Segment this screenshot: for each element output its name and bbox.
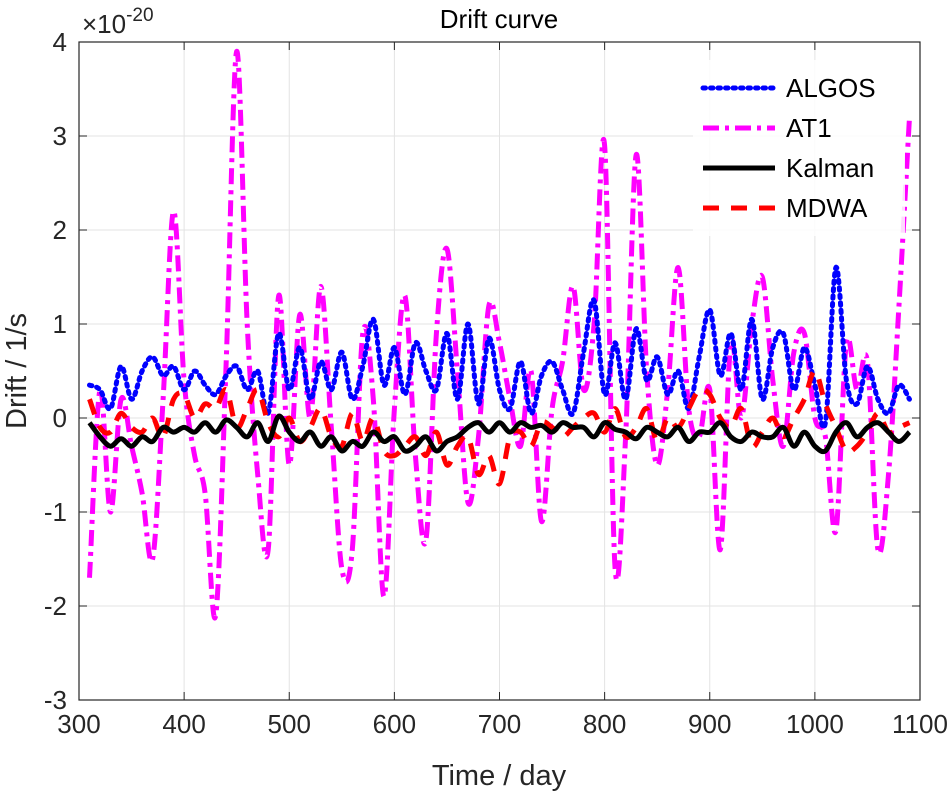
y-tick-label: 4	[53, 27, 67, 57]
y-tick-label: -3	[44, 685, 67, 715]
series-line-algos	[87, 265, 912, 430]
x-tick-label: 800	[583, 709, 626, 739]
x-tick-label: 400	[162, 709, 205, 739]
series-line-mdwa	[87, 368, 911, 487]
y-exponent-power: -20	[126, 5, 153, 26]
legend: ALGOS AT1 Kalman MDWA	[693, 60, 905, 236]
y-tick-label: 3	[53, 121, 67, 151]
x-tick-label: 700	[478, 709, 521, 739]
legend-label-algos: ALGOS	[786, 73, 876, 103]
series-line-at1	[87, 48, 912, 621]
y-tick-label: -1	[44, 497, 67, 527]
x-tick-label: 900	[688, 709, 731, 739]
y-exponent-label: ×10-20	[82, 5, 154, 39]
x-tick-label: 300	[57, 709, 100, 739]
y-tick-label: -2	[44, 591, 67, 621]
x-tick-label: 1100	[892, 709, 948, 739]
axis-ticks: 300 400 500 600 700 800 900 1000 1100 -3 -2 -1 0 1 2 3 4	[44, 27, 948, 739]
x-tick-label: 600	[373, 709, 416, 739]
x-axis-title: Time / day	[432, 760, 567, 792]
legend-label-kalman: Kalman	[786, 153, 874, 183]
series-line-kalman	[87, 413, 912, 455]
x-tick-label: 500	[268, 709, 311, 739]
series-group	[87, 48, 912, 621]
y-tick-label: 0	[53, 403, 67, 433]
x-tick-label: 1000	[786, 709, 844, 739]
y-tick-label: 2	[53, 215, 67, 245]
y-axis-title: Drift / 1/s	[1, 313, 33, 429]
y-tick-label: 1	[53, 309, 67, 339]
legend-label-mdwa: MDWA	[786, 193, 868, 223]
chart-title: Drift curve	[440, 4, 558, 34]
legend-label-at1: AT1	[786, 113, 832, 143]
